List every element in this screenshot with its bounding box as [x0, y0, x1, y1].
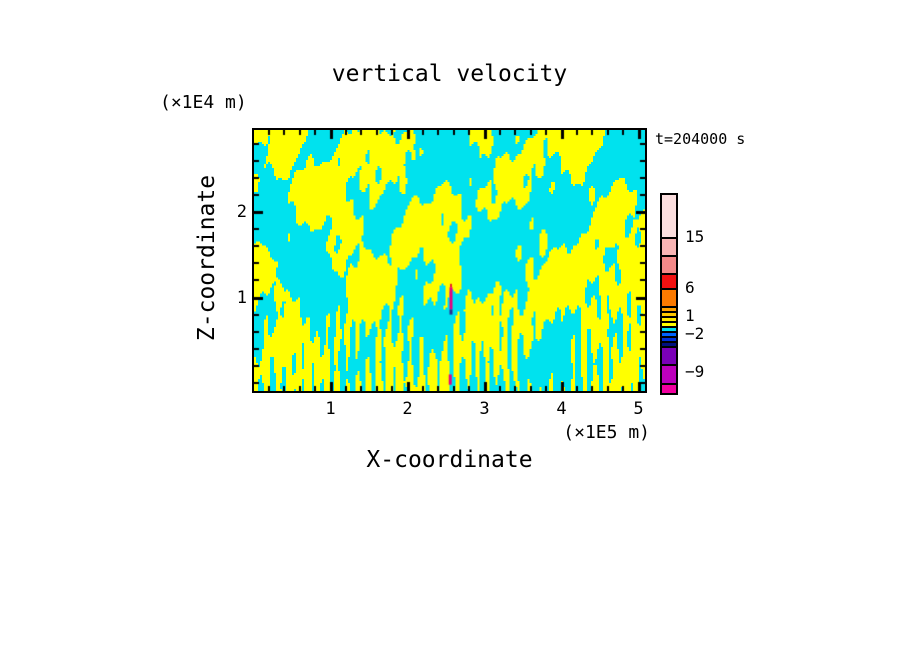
x-tick-label: 3: [479, 399, 490, 419]
colorbar-segment: [662, 237, 676, 255]
time-annotation: t=204000 s: [655, 130, 746, 148]
colorbar-segment: [662, 336, 676, 341]
chart-title: vertical velocity: [331, 61, 568, 87]
colorbar-segment: [662, 273, 676, 288]
colorbar-segment: [662, 195, 676, 237]
colorbar-segment: [662, 306, 676, 311]
colorbar-segment: [662, 311, 676, 316]
x-axis-unit-note: (×1E5 m): [563, 422, 650, 443]
x-tick-label: 5: [633, 399, 644, 419]
colorbar: [660, 193, 678, 395]
colorbar-segment: [662, 321, 676, 326]
colorbar-segment: [662, 316, 676, 321]
x-tick-label: 4: [556, 399, 567, 419]
colorbar-tick-label: 6: [685, 278, 695, 297]
colorbar-tick-label: −9: [685, 362, 705, 381]
x-axis-title: X-coordinate: [366, 447, 533, 473]
plot-area: [252, 128, 647, 393]
y-axis-unit-note: (×1E4 m): [160, 92, 247, 113]
colorbar-tick-label: 1: [685, 306, 695, 325]
colorbar-segment: [662, 255, 676, 273]
ticks-overlay-canvas: [254, 130, 645, 391]
y-axis-title: Z-coordinate: [194, 174, 220, 342]
colorbar-segment: [662, 331, 676, 336]
colorbar-segment: [662, 346, 676, 364]
x-tick-label: 1: [325, 399, 336, 419]
colorbar-segment: [662, 341, 676, 346]
x-tick-label: 2: [402, 399, 413, 419]
y-tick-label: 2: [236, 202, 247, 222]
colorbar-segment: [662, 364, 676, 383]
colorbar-segment: [662, 383, 676, 393]
colorbar-tick-label: −2: [685, 324, 705, 343]
colorbar-segment: [662, 326, 676, 331]
colorbar-tick-label: 15: [685, 227, 705, 246]
y-tick-label: 1: [236, 287, 247, 308]
colorbar-segment: [662, 288, 676, 306]
